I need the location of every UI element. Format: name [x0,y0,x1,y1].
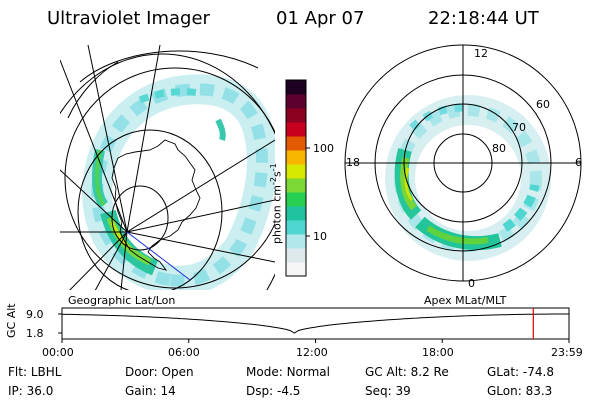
colorbar-unit-label: photon cm-2s-1 [269,163,284,244]
door-info: Door: Open [125,365,194,379]
mlat-label-70: 70 [512,121,526,134]
colorbar-swatch [286,234,306,249]
ip-info: IP: 36.0 [8,384,54,398]
instrument-title: Ultraviolet Imager [47,8,210,29]
sun-direction-line [126,231,191,281]
left-panel-label: Geographic Lat/Lon [68,294,176,307]
geographic-map [60,45,275,290]
time-tick-2359: 23:59 [551,346,583,359]
observation-time: 22:18:44 UT [428,8,539,29]
left-aurora-oval [82,74,275,290]
colorbar [285,79,310,277]
colorbar-swatch [286,122,306,137]
colorbar-swatch [286,150,306,165]
colorbar-swatch [286,248,306,263]
longitude-grid [60,45,275,290]
continent-outline [111,139,201,271]
earth-limb [64,67,275,289]
colorbar-swatch [286,220,306,235]
colorbar-swatch [286,108,306,123]
mlt-label-18: 18 [346,156,360,169]
colorbar-swatch [286,262,306,277]
colorbar-tick-10: 10 [313,230,327,243]
glon-info: GLon: 83.3 [487,384,553,398]
altitude-tick-1-8: 1.8 [26,327,44,340]
dsp-info: Dsp: -4.5 [246,384,301,398]
colorbar-tick-100: 100 [313,142,334,155]
gain-info: Gain: 14 [125,384,176,398]
colorbar-swatch [286,94,306,109]
time-tick-1200: 12:00 [296,346,328,359]
altitude-axis-title: GC Alt [5,303,18,338]
right-aurora-oval [385,95,551,261]
mlt-label-6: 6 [575,156,582,169]
polar-plot [344,44,582,282]
altitude-plot [58,307,570,343]
colorbar-swatch [286,206,306,221]
mlat-label-60: 60 [536,98,550,111]
colorbar-swatch [286,80,306,95]
glat-info: GLat: -74.8 [487,365,554,379]
right-panel-label: Apex MLat/MLT [424,294,507,307]
mlt-label-12: 12 [474,47,488,60]
colorbar-swatch [286,178,306,193]
altitude-curve [61,313,569,334]
time-tick-1800: 18:00 [422,346,454,359]
colorbar-swatch [286,136,306,151]
mode-info: Mode: Normal [246,365,330,379]
mlat-label-80: 80 [492,142,506,155]
colorbar-swatch [286,192,306,207]
time-tick-0600: 06:00 [168,346,200,359]
gc-alt-info: GC Alt: 8.2 Re [365,365,449,379]
colorbar-swatch [286,164,306,179]
mlt-label-0: 0 [468,277,475,290]
filter-info: Flt: LBHL [8,365,62,379]
seq-info: Seq: 39 [365,384,411,398]
time-tick-0000: 00:00 [42,346,74,359]
observation-date: 01 Apr 07 [276,8,365,29]
altitude-tick-9: 9.0 [26,308,44,321]
latitude-grid [60,53,275,290]
